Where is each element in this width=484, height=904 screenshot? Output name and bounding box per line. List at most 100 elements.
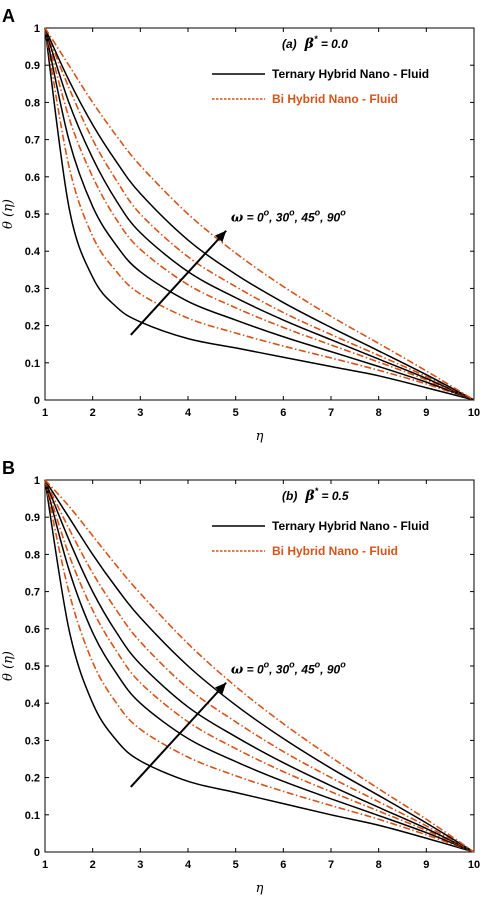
- y-tick-label: 0.2: [25, 773, 40, 785]
- case-value: = 0.0: [317, 37, 348, 51]
- omega-annotation: ω = 0o, 30o, 45o, 90o: [231, 659, 346, 677]
- x-tick-label: 3: [137, 859, 143, 871]
- case-prefix: (b): [282, 489, 297, 503]
- omega-value: , 45: [294, 210, 315, 224]
- ternary-hybrid-line-4: [44, 479, 475, 853]
- omega-value: , 90: [319, 210, 340, 224]
- y-tick-label: 0.3: [25, 735, 40, 747]
- x-tick-label: 8: [376, 407, 382, 419]
- bi-hybrid-line-1: [44, 479, 475, 853]
- case-value: = 0.5: [318, 489, 349, 503]
- panel-letter: B: [2, 458, 15, 478]
- degree-superscript: o: [264, 207, 270, 217]
- x-tick-label: 1: [42, 859, 48, 871]
- y-tick-label: 0.8: [25, 549, 40, 561]
- x-tick-label: 9: [423, 859, 429, 871]
- omega-symbol: ω: [231, 662, 244, 677]
- x-tick-label: 4: [185, 859, 192, 871]
- x-axis-label: η: [256, 429, 264, 444]
- panel-b: B 1 2 3 4 5 6 7 8 9 10 0 0.1 0.2 0.3 0.4 0.5 0.6 0.7 0.8 0.9…: [0, 452, 484, 904]
- y-tick-label: 0.1: [25, 810, 40, 822]
- case-superscript: *: [315, 486, 319, 496]
- omega-symbol: ω: [231, 210, 244, 225]
- ternary-hybrid-line-6: [44, 27, 475, 401]
- x-tick-label: 10: [468, 407, 480, 419]
- legend-label-bi: Bi Hybrid Nano - Fluid: [272, 92, 398, 106]
- bi-hybrid-line-5: [44, 27, 475, 401]
- degree-superscript: o: [315, 207, 321, 217]
- x-tick-label: 1: [42, 407, 48, 419]
- omega-value: = 0: [243, 662, 264, 676]
- omega-value: , 90: [319, 662, 340, 676]
- omega-value: , 45: [294, 662, 315, 676]
- case-prefix: (a): [282, 37, 297, 51]
- omega-value: , 30: [268, 662, 289, 676]
- degree-superscript: o: [315, 659, 321, 669]
- y-tick-label: 0.8: [25, 97, 40, 109]
- bi-hybrid-line-5: [44, 479, 475, 853]
- ternary-hybrid-line-0: [44, 27, 475, 401]
- x-tick-label: 7: [328, 407, 334, 419]
- x-axis-label: η: [256, 881, 264, 896]
- degree-superscript: o: [289, 207, 295, 217]
- x-tick-label: 6: [280, 859, 286, 871]
- chart-svg: B 1 2 3 4 5 6 7 8 9 10 0 0.1 0.2 0.3 0.4 0.5 0.6 0.7 0.8 0.9…: [1, 458, 480, 896]
- x-tick-label: 6: [280, 407, 286, 419]
- y-tick-label: 0.5: [25, 209, 40, 221]
- omega-annotation: ω = 0o, 30o, 45o, 90o: [231, 207, 346, 225]
- bi-hybrid-line-3: [44, 27, 475, 401]
- y-tick-label: 0.3: [25, 283, 40, 295]
- legend-label-ternary: Ternary Hybrid Nano - Fluid: [272, 67, 429, 81]
- trend-arrow-head: [215, 682, 227, 695]
- y-tick-label: 0.6: [25, 172, 40, 184]
- x-tick-label: 4: [185, 407, 192, 419]
- trend-arrow-head: [215, 230, 227, 243]
- x-tick-label: 3: [137, 407, 143, 419]
- trend-arrow-shaft: [130, 230, 227, 336]
- case-symbol: β: [304, 488, 315, 504]
- bi-hybrid-line-7: [44, 27, 475, 401]
- degree-superscript: o: [289, 659, 295, 669]
- trend-arrow-shaft: [130, 682, 227, 788]
- x-tick-label: 2: [90, 407, 96, 419]
- ternary-hybrid-line-2: [44, 27, 475, 401]
- bi-hybrid-line-1: [44, 27, 475, 401]
- degree-superscript: o: [264, 659, 270, 669]
- legend-label-ternary: Ternary Hybrid Nano - Fluid: [272, 519, 429, 533]
- y-tick-label: 0.7: [25, 587, 40, 599]
- panel-letter: A: [2, 6, 15, 26]
- legend-label-bi: Bi Hybrid Nano - Fluid: [272, 544, 398, 558]
- bi-hybrid-line-7: [44, 479, 475, 853]
- y-tick-label: 0.9: [25, 60, 40, 72]
- x-tick-label: 10: [468, 859, 480, 871]
- y-tick-label: 1: [34, 23, 40, 35]
- y-tick-label: 0.1: [25, 358, 40, 370]
- x-tick-label: 2: [90, 859, 96, 871]
- case-symbol: β: [304, 36, 315, 52]
- case-superscript: *: [314, 34, 318, 44]
- y-axis-label: θ (η): [1, 651, 16, 681]
- x-tick-label: 7: [328, 859, 334, 871]
- degree-superscript: o: [340, 659, 346, 669]
- x-tick-label: 5: [233, 859, 239, 871]
- case-label: (a) β* = 0.0: [282, 34, 348, 52]
- ternary-hybrid-line-0: [44, 479, 475, 853]
- y-tick-label: 0.4: [25, 698, 41, 710]
- ternary-hybrid-line-2: [44, 479, 475, 853]
- y-tick-label: 0: [34, 847, 40, 859]
- y-tick-label: 0.9: [25, 512, 40, 524]
- x-tick-label: 8: [376, 859, 382, 871]
- omega-value: = 0: [243, 210, 264, 224]
- chart-svg: A 1 2 3 4 5 6 7 8 9 10 0 0.1 0.2 0.3 0.4 0.5 0.6 0.7 0.8 0.9…: [1, 6, 480, 444]
- y-tick-label: 0.2: [25, 321, 40, 333]
- bi-hybrid-line-3: [44, 479, 475, 853]
- case-label: (b) β* = 0.5: [282, 486, 349, 504]
- y-axis-label: θ (η): [1, 199, 16, 229]
- ternary-hybrid-line-4: [44, 27, 475, 401]
- y-tick-label: 1: [34, 475, 40, 487]
- degree-superscript: o: [340, 207, 346, 217]
- x-tick-label: 9: [423, 407, 429, 419]
- x-tick-label: 5: [233, 407, 239, 419]
- ternary-hybrid-line-6: [44, 479, 475, 853]
- y-tick-label: 0: [34, 395, 40, 407]
